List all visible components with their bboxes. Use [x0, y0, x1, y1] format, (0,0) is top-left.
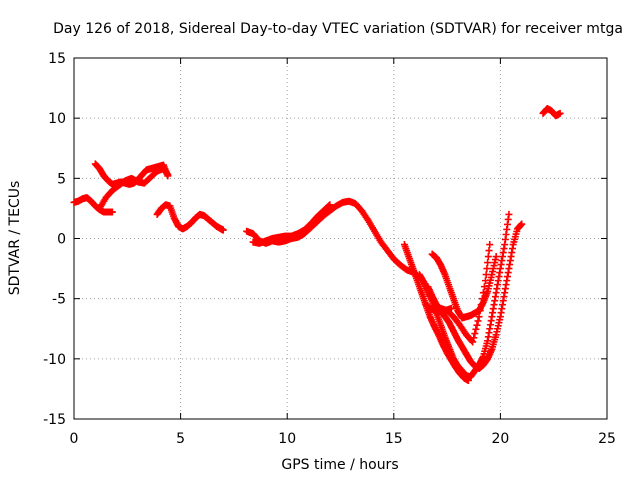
data-point — [486, 241, 494, 249]
data-series — [422, 301, 455, 316]
x-tick-label: 20 — [491, 431, 509, 447]
data-point — [484, 259, 492, 267]
data-point — [478, 295, 486, 303]
data-point — [482, 271, 490, 279]
data-point — [556, 109, 564, 117]
data-point — [476, 307, 484, 315]
x-tick-label: 25 — [598, 431, 616, 447]
data-point — [477, 301, 485, 309]
data-point — [483, 265, 491, 273]
data-point — [470, 334, 478, 342]
y-axis-label: SDTVAR / TECUs — [7, 181, 23, 296]
data-point — [480, 283, 488, 291]
data-point — [472, 325, 480, 333]
data-point — [479, 289, 487, 297]
data-point — [108, 208, 116, 216]
data-point — [484, 253, 492, 261]
y-tick-label: 5 — [57, 171, 66, 187]
grid — [74, 58, 607, 419]
y-tick-label: 15 — [48, 51, 66, 67]
data-point — [474, 317, 482, 325]
x-tick-label: 15 — [385, 431, 403, 447]
data-point — [471, 330, 479, 338]
y-tick-label: 0 — [57, 232, 66, 248]
data-point — [326, 201, 334, 209]
ticks: 0 5 10 15 20 25 -15 -10 -5 0 5 10 15 — [43, 51, 616, 447]
data-point — [473, 321, 481, 329]
y-tick-label: 10 — [48, 111, 66, 127]
data-series — [437, 241, 494, 346]
x-tick-label: 5 — [176, 431, 185, 447]
data-point — [492, 253, 500, 261]
x-tick-label: 10 — [278, 431, 296, 447]
data-point — [485, 247, 493, 255]
data-points — [70, 105, 564, 384]
x-tick-label: 0 — [70, 431, 79, 447]
chart-title: Day 126 of 2018, Sidereal Day-to-day VTE… — [53, 21, 623, 37]
data-point — [518, 220, 526, 228]
data-series — [539, 105, 564, 120]
data-series — [424, 220, 526, 372]
data-point — [469, 338, 477, 346]
x-axis-label: GPS time / hours — [281, 457, 398, 473]
data-point — [164, 171, 172, 179]
data-point — [475, 313, 483, 321]
data-series — [96, 165, 172, 212]
data-point — [447, 304, 455, 312]
y-tick-label: -10 — [43, 352, 66, 368]
y-tick-label: -15 — [43, 412, 66, 428]
data-point — [505, 210, 513, 218]
data-point — [219, 226, 227, 234]
y-tick-label: -5 — [52, 292, 66, 308]
data-series — [153, 201, 227, 234]
data-point — [481, 277, 489, 285]
